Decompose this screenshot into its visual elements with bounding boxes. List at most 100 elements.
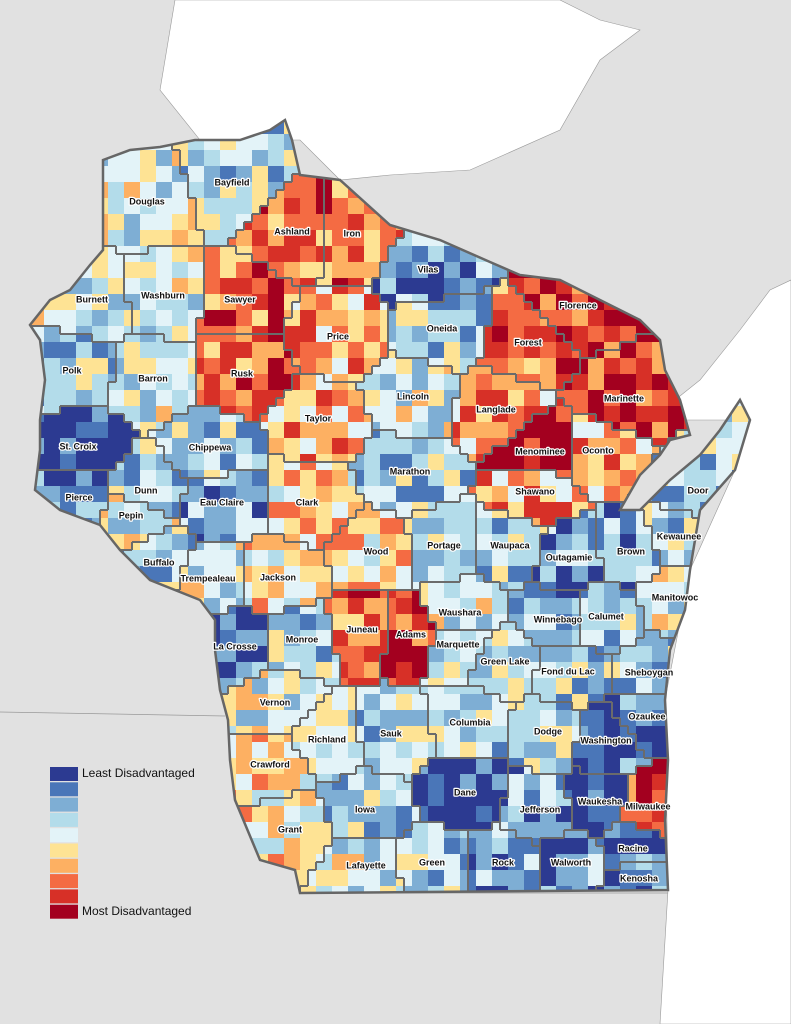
tract-cell: [180, 390, 189, 399]
tract-cell: [340, 374, 349, 383]
tract-cell: [164, 534, 173, 543]
tract-cell: [372, 238, 381, 247]
tract-cell: [492, 518, 501, 527]
tract-cell: [324, 318, 333, 327]
tract-cell: [428, 534, 437, 543]
tract-cell: [276, 382, 285, 391]
tract-cell: [60, 478, 69, 487]
tract-cell: [620, 310, 629, 319]
tract-cell: [212, 478, 221, 487]
tract-cell: [84, 278, 93, 287]
tract-cell: [316, 390, 325, 399]
tract-cell: [156, 334, 165, 343]
tract-cell: [212, 294, 221, 303]
tract-cell: [252, 166, 261, 175]
tract-cell: [404, 526, 413, 535]
tract-cell: [196, 206, 205, 215]
tract-cell: [124, 398, 133, 407]
tract-cell: [308, 342, 317, 351]
tract-cell: [356, 470, 365, 479]
tract-cell: [556, 398, 565, 407]
tract-cell: [500, 478, 509, 487]
tract-cell: [76, 470, 85, 479]
tract-cell: [116, 438, 125, 447]
tract-cell: [364, 318, 373, 327]
tract-cell: [252, 150, 261, 159]
tract-cell: [364, 534, 373, 543]
tract-cell: [540, 414, 549, 423]
tract-cell: [236, 446, 245, 455]
tract-cell: [284, 294, 293, 303]
tract-cell: [612, 350, 621, 359]
tract-cell: [92, 326, 101, 335]
tract-cell: [332, 462, 341, 471]
tract-cell: [92, 350, 101, 359]
tract-cell: [252, 278, 261, 287]
tract-cell: [692, 494, 701, 503]
tract-cell: [132, 278, 141, 287]
tract-cell: [284, 406, 293, 415]
tract-cell: [228, 350, 237, 359]
tract-cell: [236, 150, 245, 159]
tract-cell: [172, 254, 181, 263]
tract-cell: [676, 494, 685, 503]
tract-cell: [172, 158, 181, 167]
tract-cell: [252, 502, 261, 511]
tract-cell: [44, 494, 53, 503]
tract-cell: [124, 526, 133, 535]
tract-cell: [204, 198, 213, 207]
tract-cell: [700, 462, 709, 471]
tract-cell: [284, 518, 293, 527]
tract-cell: [556, 494, 565, 503]
tract-cell: [628, 358, 637, 367]
tract-cell: [220, 510, 229, 519]
tract-cell: [500, 486, 509, 495]
tract-cell: [548, 294, 557, 303]
tract-cell: [548, 518, 557, 527]
tract-cell: [316, 398, 325, 407]
tract-cell: [324, 254, 333, 263]
tract-cell: [508, 342, 517, 351]
tract-cell: [196, 390, 205, 399]
tract-cell: [700, 486, 709, 495]
tract-cell: [268, 198, 277, 207]
tract-cell: [204, 166, 213, 175]
tract-cell: [580, 502, 589, 511]
tract-cell: [228, 254, 237, 263]
tract-cell: [212, 406, 221, 415]
tract-cell: [500, 382, 509, 391]
tract-cell: [484, 414, 493, 423]
tract-cell: [116, 198, 125, 207]
tract-cell: [148, 342, 157, 351]
tract-cell: [180, 246, 189, 255]
tract-cell: [228, 358, 237, 367]
tract-cell: [372, 374, 381, 383]
tract-cell: [444, 430, 453, 439]
tract-cell: [412, 262, 421, 271]
tract-cell: [140, 278, 149, 287]
tract-cell: [212, 494, 221, 503]
tract-cell: [156, 542, 165, 551]
tract-cell: [372, 214, 381, 223]
tract-cell: [388, 238, 397, 247]
tract-cell: [460, 454, 469, 463]
tract-cell: [260, 510, 269, 519]
tract-cell: [460, 278, 469, 287]
tract-cell: [212, 526, 221, 535]
tract-cell: [204, 270, 213, 279]
tract-cell: [228, 398, 237, 407]
tract-cell: [44, 318, 53, 327]
tract-cell: [628, 438, 637, 447]
tract-cell: [116, 486, 125, 495]
tract-cell: [140, 198, 149, 207]
tract-cell: [116, 430, 125, 439]
tract-cell: [172, 390, 181, 399]
tract-cell: [148, 262, 157, 271]
tract-cell: [396, 326, 405, 335]
tract-cell: [420, 326, 429, 335]
tract-cell: [476, 334, 485, 343]
tract-cell: [532, 502, 541, 511]
tract-cell: [196, 246, 205, 255]
tract-cell: [500, 294, 509, 303]
tract-cell: [116, 174, 125, 183]
